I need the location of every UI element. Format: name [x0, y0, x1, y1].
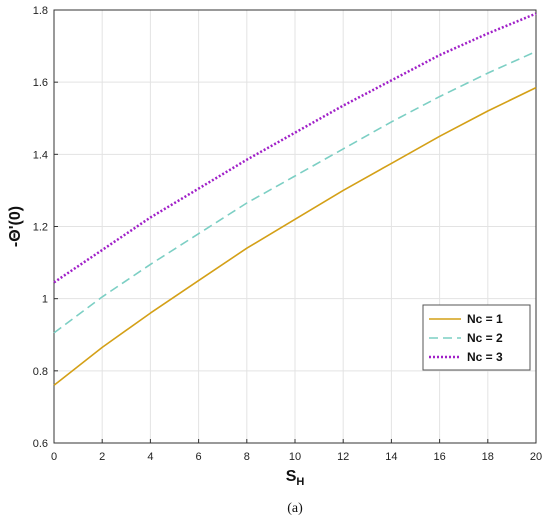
- y-tick-label: 1.8: [33, 5, 48, 17]
- figure-caption: (a): [287, 501, 303, 516]
- series-line-3: [53, 12, 537, 284]
- x-axis-title-main: S: [286, 468, 297, 485]
- grid: [53, 9, 537, 444]
- x-axis-ticks: 0 2 4 6 8 10 12 14 16 18 20: [51, 439, 542, 463]
- x-tick-label: 18: [482, 451, 494, 463]
- y-tick-label: 0.8: [33, 366, 48, 378]
- y-tick-label: 1.6: [33, 77, 48, 89]
- legend: Nc = 1 Nc = 2 Nc = 3: [422, 304, 531, 371]
- x-tick-label: 14: [385, 451, 397, 463]
- x-tick-label: 0: [51, 451, 57, 463]
- legend-label-2: Nc = 2: [467, 331, 503, 345]
- x-axis-title: SH: [286, 468, 305, 488]
- y-axis-title: -Θ'(0): [7, 206, 24, 247]
- series-line-1: [53, 86, 537, 386]
- x-tick-label: 10: [289, 451, 301, 463]
- y-tick-label: 1.4: [33, 149, 48, 161]
- y-tick-label: 1.2: [33, 222, 48, 234]
- x-tick-label: 2: [99, 451, 105, 463]
- x-tick-label: 6: [196, 451, 202, 463]
- x-tick-label: 4: [147, 451, 153, 463]
- legend-box: [422, 304, 531, 371]
- x-tick-label: 12: [337, 451, 349, 463]
- series-lines: [53, 12, 537, 386]
- y-tick-label: 0.6: [33, 438, 48, 450]
- x-tick-label: 20: [530, 451, 542, 463]
- x-tick-label: 16: [433, 451, 445, 463]
- x-tick-label: 8: [244, 451, 250, 463]
- series-line-2: [53, 50, 537, 334]
- x-axis-title-subscript: H: [296, 476, 304, 488]
- y-axis-ticks: 0.6 0.8 1 1.2 1.4 1.6 1.8: [33, 5, 58, 450]
- y-tick-label: 1: [42, 294, 48, 306]
- legend-label-3: Nc = 3: [467, 350, 503, 364]
- legend-label-1: Nc = 1: [467, 312, 503, 326]
